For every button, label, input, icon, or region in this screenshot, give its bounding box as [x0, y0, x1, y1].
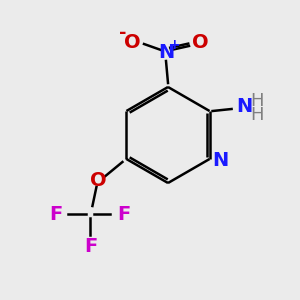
- Text: O: O: [90, 172, 107, 190]
- Text: N: N: [237, 98, 253, 116]
- Text: F: F: [117, 205, 130, 224]
- Text: N: N: [158, 44, 174, 62]
- Text: F: F: [49, 205, 62, 224]
- Text: O: O: [192, 34, 208, 52]
- Text: O: O: [124, 34, 140, 52]
- Text: H: H: [250, 106, 264, 124]
- Text: -: -: [119, 24, 127, 42]
- Text: N: N: [213, 151, 229, 169]
- Text: +: +: [168, 38, 180, 52]
- Text: H: H: [250, 92, 264, 110]
- Text: F: F: [84, 238, 97, 256]
